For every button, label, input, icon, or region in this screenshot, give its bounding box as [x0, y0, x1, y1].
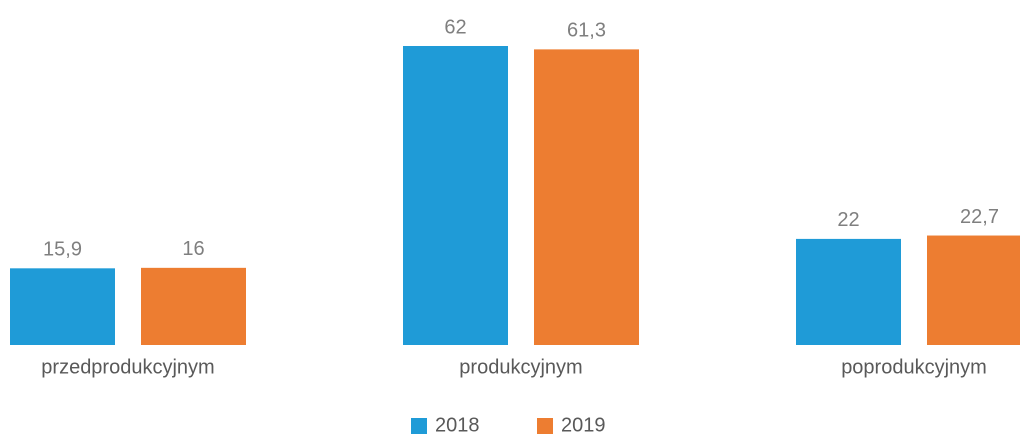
- legend-swatch: [411, 418, 427, 434]
- legend-label: 2019: [561, 414, 606, 435]
- value-label: 22: [837, 209, 859, 231]
- bar: [927, 235, 1020, 345]
- value-label: 61,3: [567, 20, 606, 42]
- value-label: 62: [444, 16, 466, 38]
- bar: [403, 46, 508, 345]
- value-label: 16: [182, 238, 204, 260]
- x-tick-label: poprodukcyjnym: [841, 356, 987, 378]
- x-tick-label: produkcyjnym: [459, 356, 582, 378]
- bar: [796, 238, 901, 345]
- bar: [141, 267, 246, 345]
- legend-swatch: [537, 418, 553, 434]
- legend-label: 2018: [435, 414, 480, 435]
- value-label: 15,9: [43, 239, 82, 261]
- bar: [10, 268, 115, 345]
- bar: [534, 49, 639, 346]
- value-label: 22,7: [960, 206, 999, 228]
- x-tick-label: przedprodukcyjnym: [41, 356, 214, 378]
